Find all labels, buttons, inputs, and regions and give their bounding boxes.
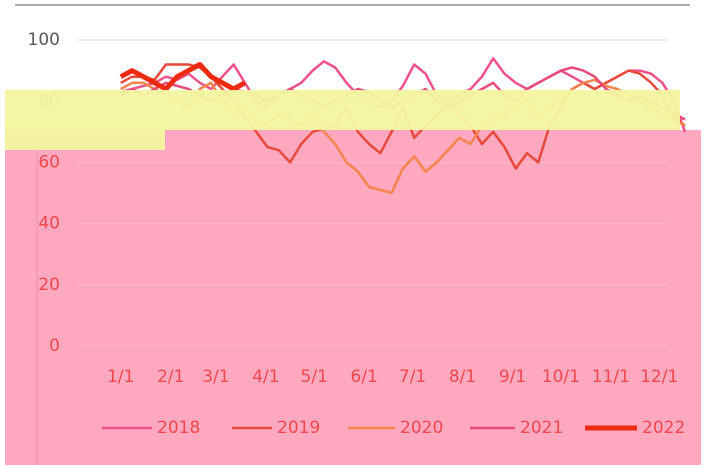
x-tick-label: 12/1 — [640, 367, 678, 387]
x-tick-label: 2/1 — [157, 367, 184, 387]
x-tick-label: 1/1 — [107, 367, 134, 387]
series-line — [119, 62, 247, 92]
y-tick-label: 40 — [38, 214, 60, 234]
legend-label: 2018 — [157, 418, 200, 438]
legend-label: 2022 — [642, 418, 685, 438]
x-tick-label: 8/1 — [449, 367, 476, 387]
y-tick-label: 100 — [28, 30, 60, 50]
x-tick-label: 3/1 — [202, 367, 229, 387]
series-line — [120, 78, 686, 195]
x-tick-label: 5/1 — [301, 367, 328, 387]
x-tick-label: 4/1 — [252, 367, 279, 387]
legend-label: 2019 — [277, 418, 320, 438]
x-tick-label: 11/1 — [592, 367, 630, 387]
x-tick-label: 10/1 — [542, 367, 580, 387]
y-tick-label: 60 — [38, 152, 60, 172]
y-tick-label: 0 — [49, 336, 60, 356]
y-tick-label: 20 — [38, 275, 60, 295]
legend-label: 2020 — [400, 418, 443, 438]
legend-label: 2021 — [520, 418, 563, 438]
overlay-band — [5, 120, 165, 150]
overlay-pink — [5, 130, 701, 465]
x-tick-label: 6/1 — [351, 367, 378, 387]
x-tick-label: 9/1 — [499, 367, 526, 387]
x-tick-label: 7/1 — [399, 367, 426, 387]
